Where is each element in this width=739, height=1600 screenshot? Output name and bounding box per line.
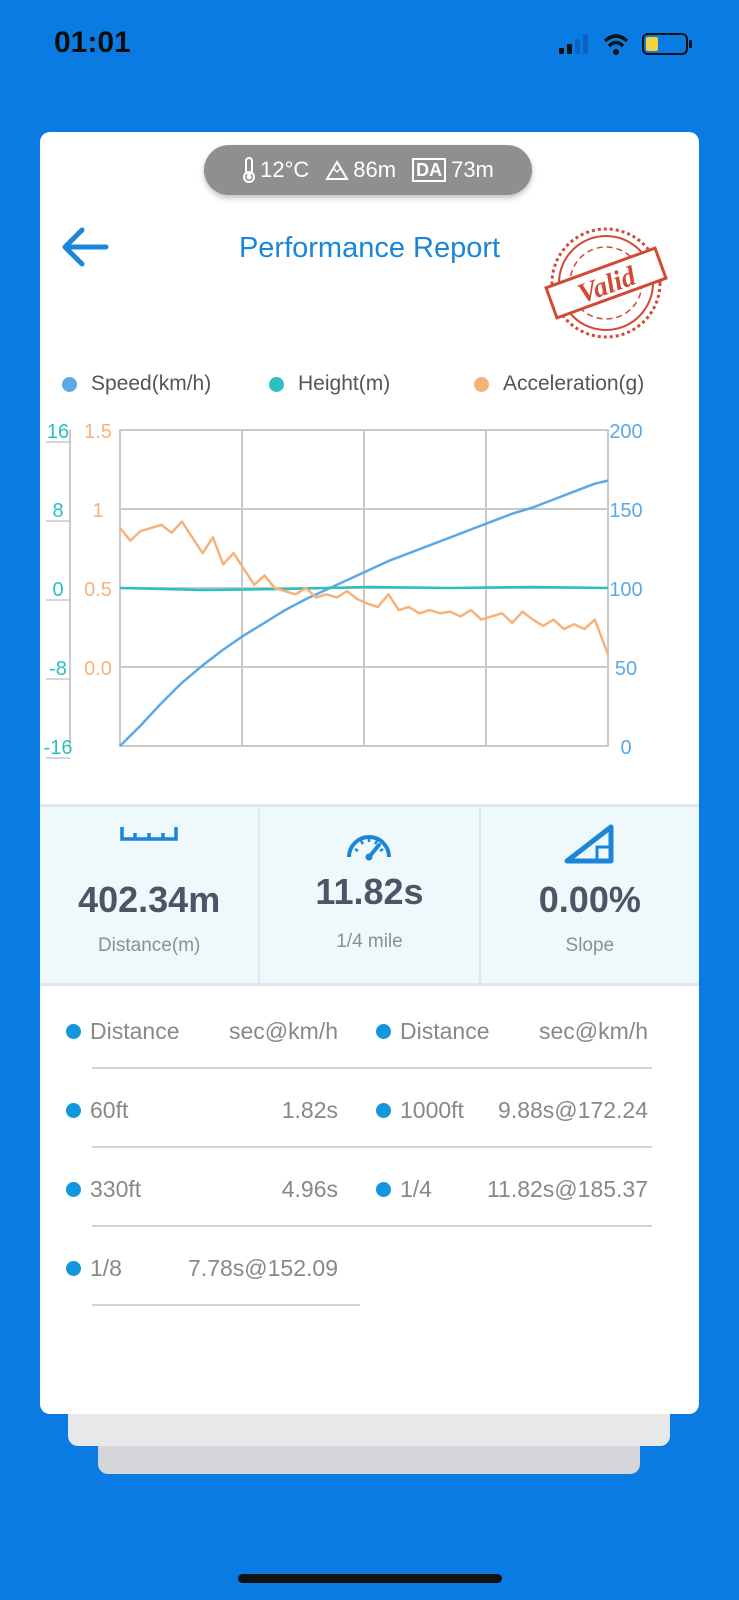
split-header-name: Distance (400, 1018, 490, 1044)
altitude-item: 86m (325, 157, 396, 183)
bullet-dot (66, 1024, 81, 1039)
speed-tick-label: 100 (609, 579, 642, 601)
split-time: 11.82s@185.37 (486, 1176, 648, 1202)
bullet-dot (66, 1103, 81, 1118)
split-row: 1/4 11.82s@185.37 (376, 1170, 648, 1210)
signal-icon (559, 34, 588, 54)
speed-tick-label: 50 (615, 658, 637, 680)
quarter-mile-label: 1/4 mile (336, 931, 403, 952)
temperature-value: 12°C (260, 157, 310, 182)
speed-tick-label: 200 (609, 421, 642, 443)
status-time: 01:01 (54, 26, 131, 59)
density-altitude-value: 73m (451, 157, 494, 182)
speed-tick-label: 150 (609, 500, 642, 522)
slope-label: Slope (565, 935, 615, 956)
da-badge: DA (412, 158, 447, 182)
slope-icon (564, 824, 614, 864)
performance-chart: 16 8 0 -8 -16 1.5 1 0.5 0.0 200 150 100 50 0 (44, 421, 643, 759)
split-header-value: sec@km/h (229, 1018, 338, 1044)
speed-line (119, 479, 609, 747)
split-row: 330ft 4.96s (66, 1170, 338, 1210)
report-card: 12°C 86m DA 73m Performance Report Valid (40, 132, 699, 1414)
bullet-dot (376, 1103, 391, 1118)
legend-dot-height (269, 376, 284, 392)
height-tick-label: -16 (44, 737, 73, 759)
distance-label: Distance(m) (97, 935, 201, 956)
legend-dot-acceleration (474, 376, 489, 392)
legend-item-height: Height(m) (269, 372, 390, 396)
mountain-icon (325, 160, 350, 180)
acceleration-tick-label: 1 (92, 500, 103, 522)
split-distance: 1/8 (90, 1255, 122, 1281)
stat-distance: 402.34m Distance(m) (40, 807, 261, 983)
split-header-value: sec@km/h (539, 1018, 648, 1044)
slope-value: 0.00% (538, 879, 641, 920)
split-time: 7.78s@152.09 (188, 1255, 338, 1281)
legend-label-speed: Speed(km/h) (91, 372, 212, 395)
height-tick-label: 16 (47, 421, 69, 443)
weather-pill: 12°C 86m DA 73m (204, 145, 532, 195)
split-header-left: Distance sec@km/h (66, 1012, 338, 1052)
ruler-icon (120, 827, 178, 841)
density-altitude-item: DA 73m (412, 157, 494, 183)
stat-quarter-mile: 11.82s 1/4 mile (260, 807, 481, 983)
split-row: 60ft 1.82s (66, 1091, 338, 1131)
temperature-item: 12°C (242, 157, 309, 183)
speed-tick-label: 0 (620, 737, 631, 759)
row-divider (92, 1067, 652, 1069)
row-divider (92, 1304, 360, 1306)
quarter-mile-value: 11.82s (315, 871, 424, 912)
stat-slope: 0.00% Slope (481, 807, 699, 983)
speedometer-icon (347, 835, 392, 861)
split-time: 1.82s (281, 1097, 338, 1123)
legend-item-speed: Speed(km/h) (62, 372, 211, 396)
wifi-icon (603, 34, 629, 55)
split-distance: 1000ft (400, 1097, 464, 1123)
battery-icon (642, 33, 692, 55)
height-tick-label: 8 (52, 500, 63, 522)
bullet-dot (376, 1024, 391, 1039)
altitude-value: 86m (353, 157, 397, 182)
height-tick-label: -8 (49, 658, 67, 680)
split-distance: 60ft (90, 1097, 129, 1123)
legend-label-acceleration: Acceleration(g) (503, 372, 645, 395)
height-tick-label: 0 (52, 579, 63, 601)
split-header-right: Distance sec@km/h (376, 1012, 648, 1052)
row-divider (92, 1225, 652, 1227)
row-divider (92, 1146, 652, 1148)
split-distance: 330ft (90, 1176, 142, 1202)
home-indicator[interactable] (238, 1574, 502, 1583)
split-distance: 1/4 (400, 1176, 432, 1202)
split-time: 4.96s (281, 1176, 338, 1202)
acceleration-tick-label: 1.5 (84, 421, 112, 443)
chart-legend: Speed(km/h) Height(m) Acceleration(g) (40, 372, 699, 408)
bullet-dot (66, 1182, 81, 1197)
thermometer-icon (243, 157, 256, 183)
legend-label-height: Height(m) (298, 372, 391, 395)
bullet-dot (66, 1261, 81, 1276)
acceleration-line (119, 520, 610, 655)
legend-item-acceleration: Acceleration(g) (474, 372, 644, 396)
split-row: 1000ft 9.88s@172.24 (376, 1091, 648, 1131)
distance-value: 402.34m (78, 879, 221, 920)
status-icons (559, 33, 692, 55)
valid-stamp-icon: Valid (544, 227, 668, 339)
acceleration-tick-label: 0.5 (84, 579, 112, 601)
stamp-text: Valid (574, 260, 641, 310)
split-header-name: Distance (90, 1018, 180, 1044)
split-time: 9.88s@172.24 (498, 1097, 648, 1123)
acceleration-tick-label: 0.0 (84, 658, 112, 680)
page-title: Performance Report (238, 232, 501, 264)
bullet-dot (376, 1182, 391, 1197)
split-row: 1/8 7.78s@152.09 (66, 1249, 338, 1289)
legend-dot-speed (62, 376, 77, 392)
stats-panel: 402.34m Distance(m) 11.82s 1/4 mile 0.00… (40, 804, 699, 986)
back-arrow-icon[interactable] (58, 224, 112, 270)
height-line (119, 585, 609, 592)
